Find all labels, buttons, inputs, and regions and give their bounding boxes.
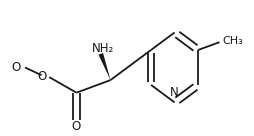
Text: O: O bbox=[72, 120, 81, 133]
Text: CH₃: CH₃ bbox=[223, 36, 243, 46]
Text: O: O bbox=[12, 61, 21, 74]
Polygon shape bbox=[99, 53, 110, 80]
Text: N: N bbox=[170, 86, 179, 99]
Text: O: O bbox=[37, 70, 46, 83]
Text: NH₂: NH₂ bbox=[92, 42, 114, 55]
